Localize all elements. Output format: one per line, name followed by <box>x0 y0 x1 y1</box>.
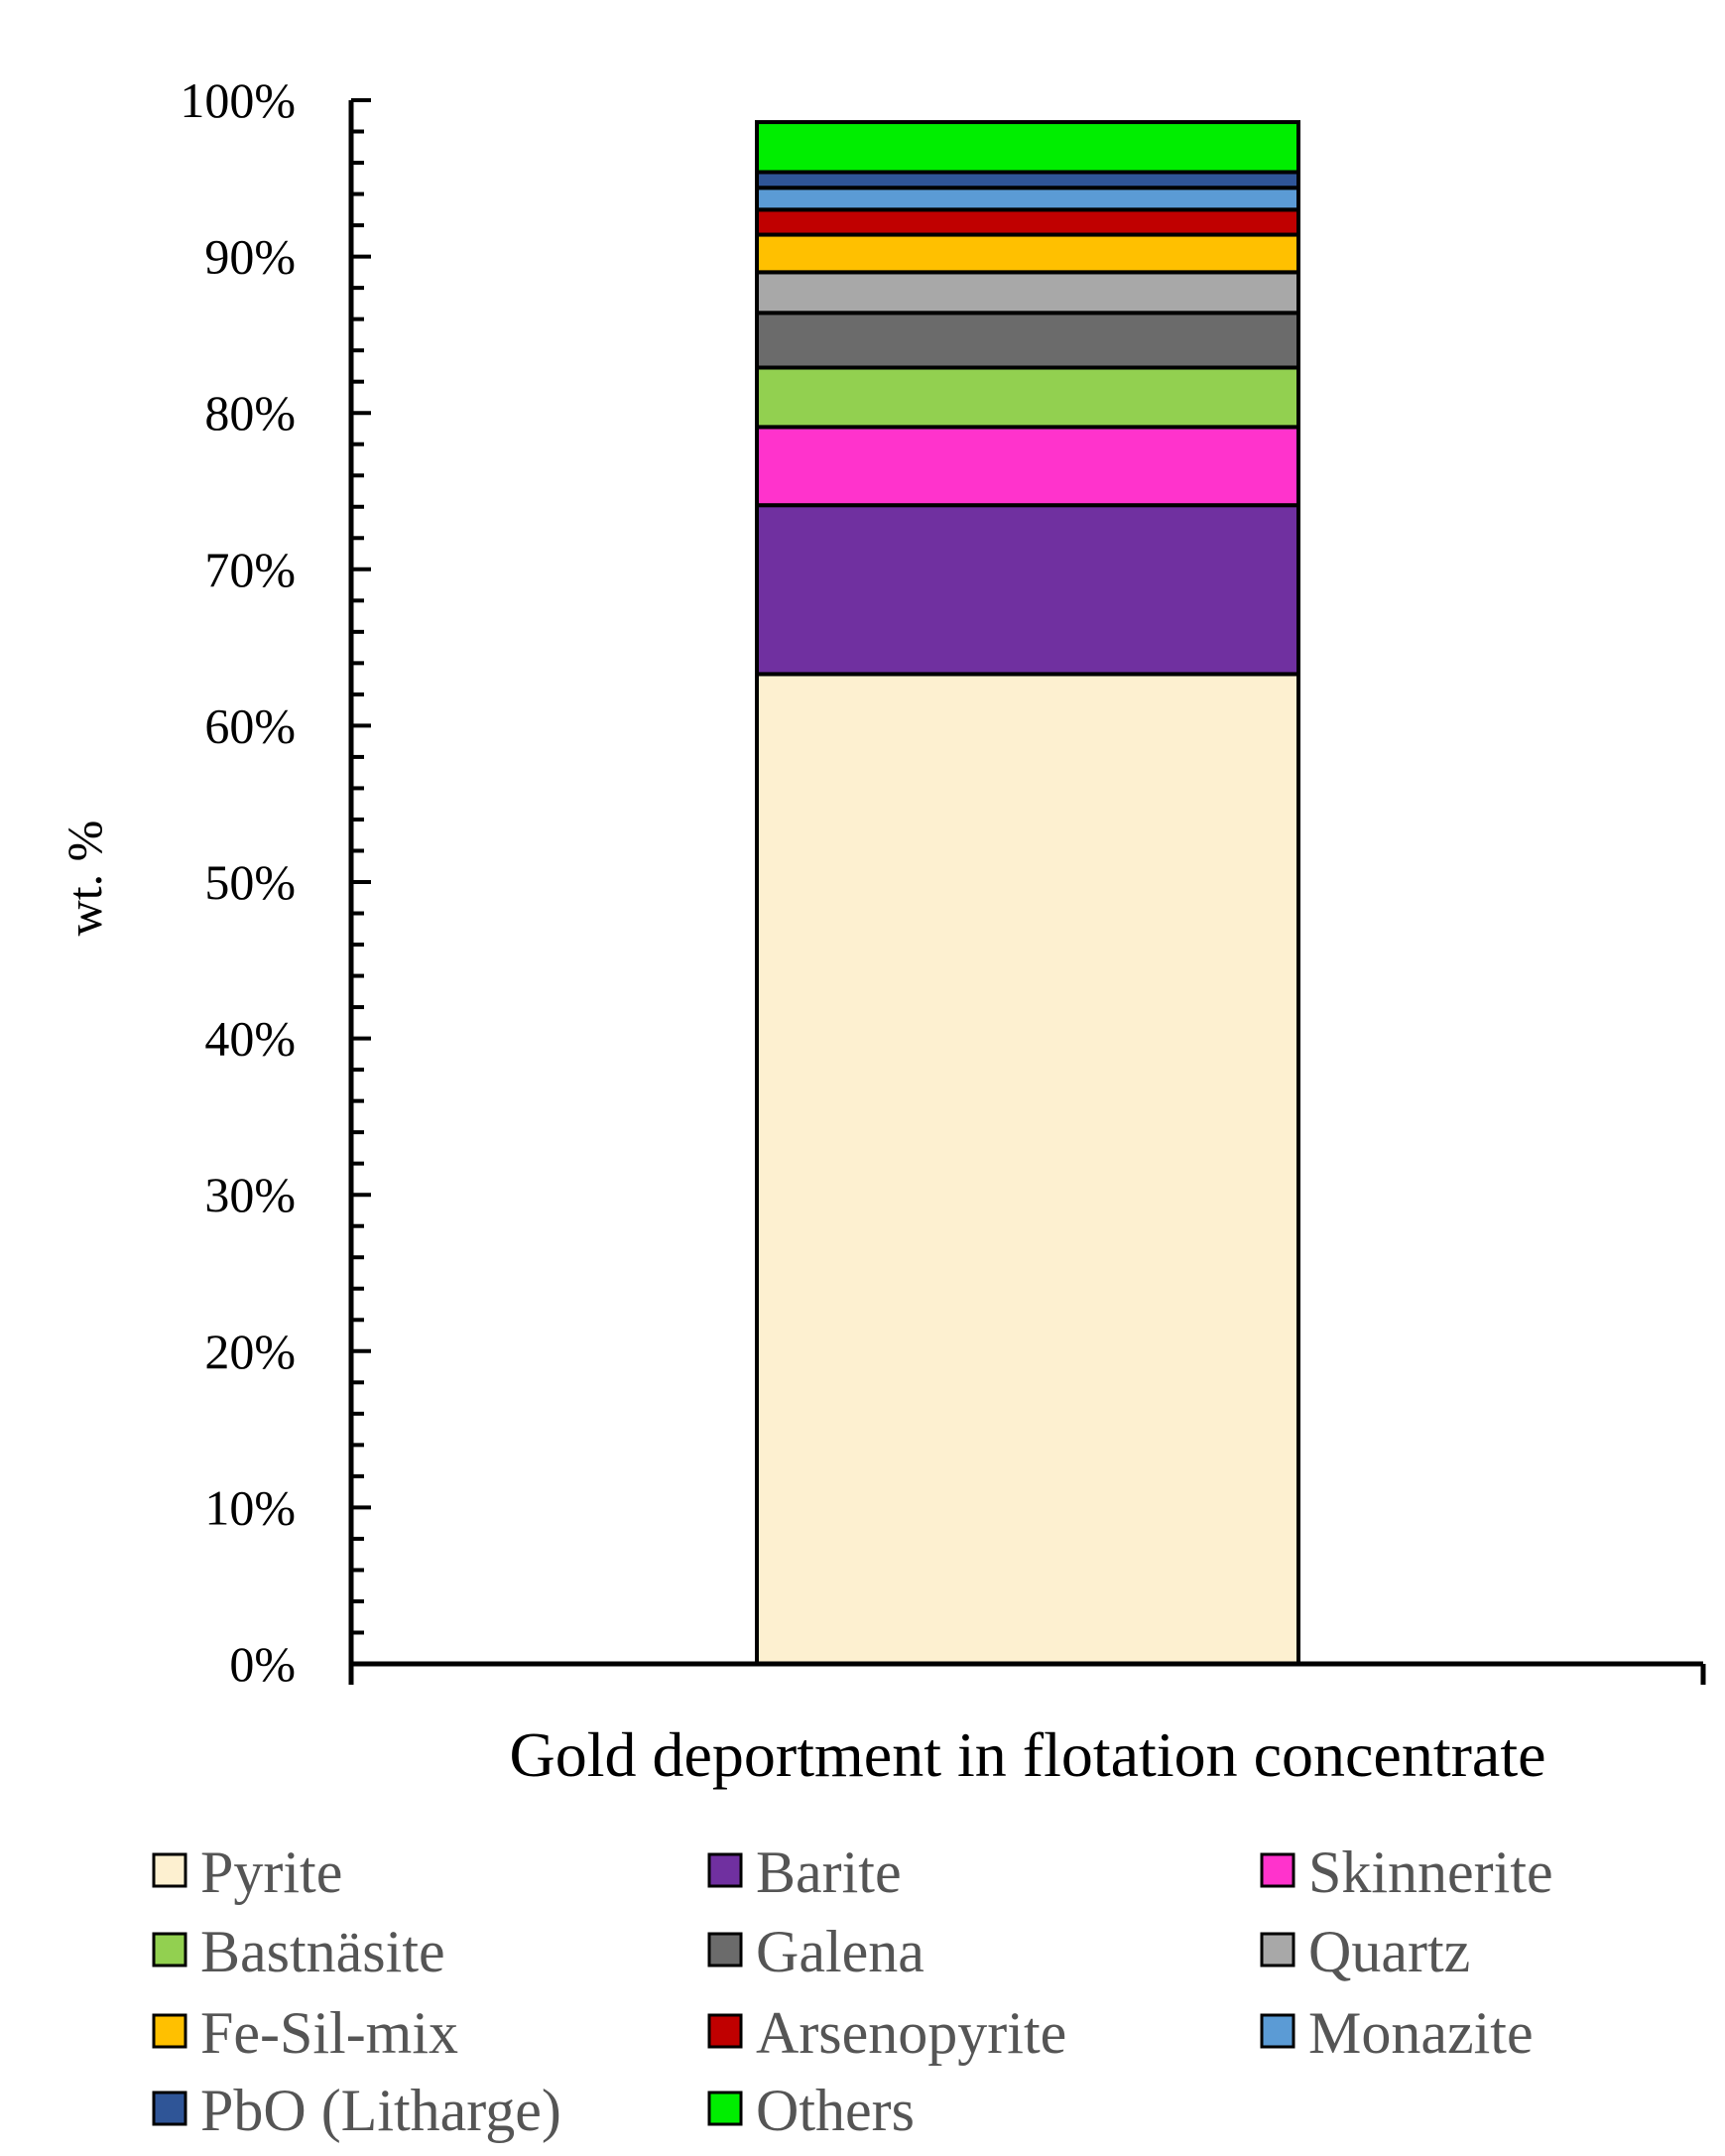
y-axis-ticks: 0% 10% 20% 30% 40% 50% 60% 70% 80% 90% 100% <box>180 72 371 1692</box>
legend-swatch-barite <box>707 1852 743 1888</box>
legend-label-fe-sil-mix: Fe-Sil-mix <box>200 2000 458 2066</box>
axes <box>348 100 1706 1685</box>
bar-segment-monazite <box>755 186 1300 212</box>
y-tick-label: 0% <box>229 1636 296 1692</box>
bar-segment-arsenopyrite <box>755 207 1300 237</box>
y-tick-label: 10% <box>204 1479 296 1535</box>
legend-swatch-fe-sil-mix <box>152 2013 187 2049</box>
legend-label-pbo-litharge: PbO (Litharge) <box>200 2078 561 2143</box>
legend-swatch-others <box>707 2091 743 2126</box>
legend-label-arsenopyrite: Arsenopyrite <box>756 2000 1066 2066</box>
legend-swatch-monazite <box>1260 2013 1295 2049</box>
y-axis-title: wt. % <box>57 821 112 937</box>
legend-swatch-pbo-litharge <box>152 2091 187 2126</box>
legend-swatch-quartz <box>1260 1932 1295 1967</box>
legend-label-bastn-site: Bastnäsite <box>200 1919 445 1984</box>
bar-segment-galena <box>755 311 1300 370</box>
legend-label-barite: Barite <box>756 1839 902 1905</box>
legend-label-galena: Galena <box>756 1919 924 1984</box>
legend-label-others: Others <box>756 2078 915 2143</box>
legend-label-monazite: Monazite <box>1308 2000 1534 2066</box>
bar-segments <box>755 120 1300 1666</box>
y-tick-label: 60% <box>204 698 296 753</box>
y-tick-label: 70% <box>204 542 296 597</box>
bar-segment-quartz <box>755 270 1300 316</box>
legend-swatch-skinnerite <box>1260 1852 1295 1888</box>
legend-swatch-bastn-site <box>152 1932 187 1967</box>
legend: Pyrite Barite Skinnerite Bastnäsite Galena Qu… <box>152 1839 1553 2143</box>
y-tick-label: 50% <box>204 854 296 910</box>
legend-swatch-pyrite <box>152 1852 187 1888</box>
bar-segment-barite <box>755 503 1300 677</box>
legend-swatch-galena <box>707 1932 743 1967</box>
legend-label-quartz: Quartz <box>1308 1919 1470 1984</box>
bar-segment-pbo-litharge <box>755 170 1300 190</box>
y-tick-label: 100% <box>180 72 296 128</box>
bar-segment-fe-sil-mix <box>755 232 1300 275</box>
y-tick-label: 40% <box>204 1011 296 1067</box>
category-label: Gold deportment in flotation concentrate <box>510 1719 1546 1790</box>
y-tick-label: 80% <box>204 385 296 441</box>
bar-segment-skinnerite <box>755 425 1300 508</box>
y-tick-label: 30% <box>204 1167 296 1222</box>
y-tick-label: 90% <box>204 229 296 285</box>
bar-segment-pyrite <box>755 672 1300 1666</box>
y-tick-label: 20% <box>204 1324 296 1379</box>
legend-swatch-arsenopyrite <box>707 2013 743 2049</box>
bar-segment-bastn-site <box>755 365 1300 430</box>
legend-label-skinnerite: Skinnerite <box>1308 1839 1553 1905</box>
bar-segment-others <box>755 120 1300 175</box>
legend-label-pyrite: Pyrite <box>200 1839 342 1905</box>
